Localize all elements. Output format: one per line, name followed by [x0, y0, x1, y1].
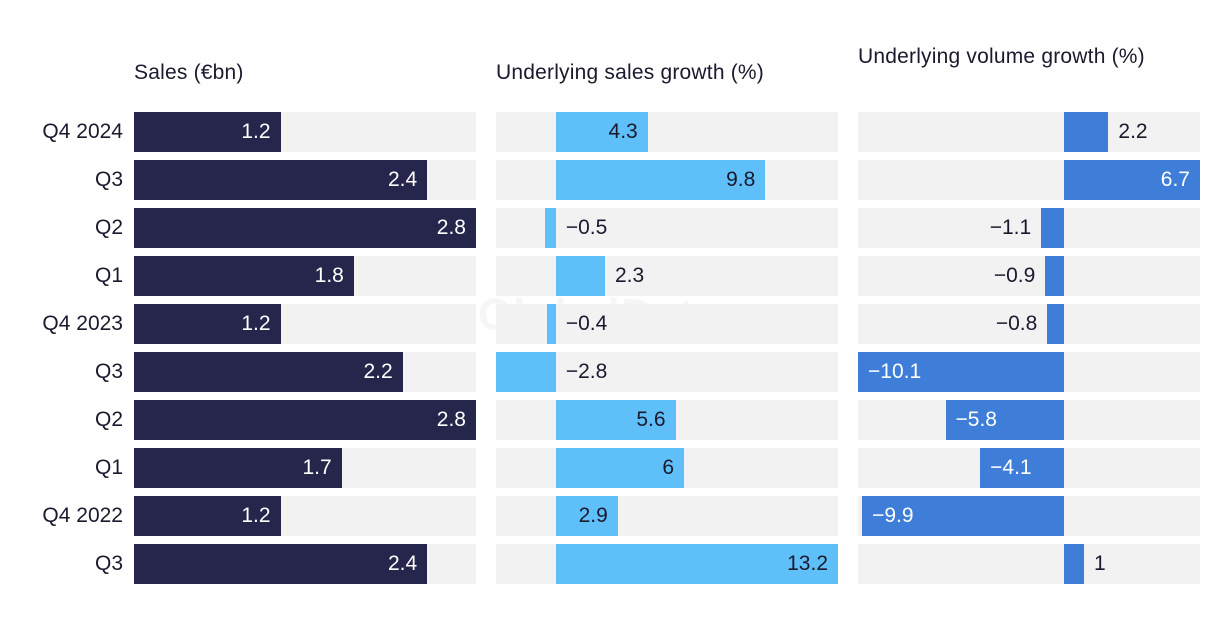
- sales-growth-value-label: 6: [662, 456, 675, 479]
- sales-bar: [134, 112, 281, 152]
- sales-bar: [134, 352, 403, 392]
- volume-growth-value-label: −1.1: [989, 216, 1032, 239]
- row-label: Q4 2024: [42, 120, 123, 143]
- sales-growth-value-label: −2.8: [565, 360, 608, 383]
- sales-growth-value-label: 2.3: [615, 264, 645, 287]
- sales-growth-bar: [555, 400, 676, 440]
- volume-growth-track: [858, 208, 1200, 248]
- volume-growth-value-label: −10.1: [868, 360, 922, 383]
- volume-growth-value-label: −0.8: [995, 312, 1038, 335]
- volume-growth-track: [858, 304, 1200, 344]
- volume-growth-value-label: 2.2: [1118, 120, 1148, 143]
- sales-growth-value-label: 9.8: [726, 168, 756, 191]
- volume-growth-value-label: −0.9: [993, 264, 1036, 287]
- volume-growth-bar: [1063, 544, 1084, 584]
- sales-bar: [134, 208, 476, 248]
- sales-value-label: 1.2: [241, 504, 271, 527]
- row-label: Q2: [94, 408, 123, 431]
- sales-bar: [134, 256, 354, 296]
- sales-growth-bar: [555, 160, 766, 200]
- sales-bar: [134, 400, 476, 440]
- sales-growth-bar: [545, 208, 556, 248]
- sales-growth-bar: [555, 544, 838, 584]
- volume-growth-value-label: −9.9: [872, 504, 914, 527]
- volume-growth-bar: [980, 448, 1064, 488]
- sales-bar: [134, 160, 428, 200]
- sales-growth-bar: [555, 496, 618, 536]
- sales-growth-value-label: −0.5: [565, 216, 608, 239]
- sales-growth-title: Underlying sales growth (%): [496, 61, 765, 84]
- sales-value-label: 1.7: [302, 456, 332, 479]
- volume-growth-bar: [862, 496, 1064, 536]
- sales-growth-bar: [555, 448, 685, 488]
- volume-growth-value-label: 1: [1093, 552, 1106, 575]
- sales-growth-value-label: 13.2: [787, 552, 828, 575]
- sales-growth-value-label: 5.6: [636, 408, 666, 431]
- sales-value-label: 2.2: [363, 360, 393, 383]
- row-label: Q2: [94, 216, 123, 239]
- sales-bar: [134, 448, 342, 488]
- sales-growth-bar: [555, 256, 605, 296]
- volume-growth-value-label: 6.7: [1160, 168, 1190, 191]
- sales-growth-bar: [555, 112, 648, 152]
- volume-growth-bar: [1045, 256, 1064, 296]
- row-label: Q4 2023: [42, 312, 123, 335]
- row-label: Q3: [94, 360, 123, 383]
- sales-value-label: 1.2: [241, 312, 271, 335]
- sales-growth-value-label: 2.9: [578, 504, 608, 527]
- sales-bar: [134, 544, 428, 584]
- volume-growth-title: Underlying volume growth (%): [858, 45, 1145, 68]
- sales-value-label: 1.8: [314, 264, 344, 287]
- row-label: Q1: [94, 456, 123, 479]
- volume-growth-bar: [1047, 304, 1064, 344]
- sales-growth-value-label: 4.3: [608, 120, 638, 143]
- row-label: Q4 2022: [42, 504, 123, 527]
- row-label: Q3: [94, 168, 123, 191]
- sales-growth-value-label: −0.4: [565, 312, 608, 335]
- volume-growth-track: [858, 256, 1200, 296]
- volume-growth-track: [858, 112, 1200, 152]
- volume-growth-bar: [945, 400, 1064, 440]
- row-label: Q1: [94, 264, 123, 287]
- sales-value-label: 2.8: [436, 408, 466, 431]
- sales-growth-bar: [496, 352, 556, 392]
- sales-growth-track: [496, 112, 838, 152]
- sales-title: Sales (€bn): [134, 61, 244, 84]
- volume-growth-track: [858, 544, 1200, 584]
- volume-growth-bar: [1063, 112, 1109, 152]
- sales-growth-bar: [547, 304, 556, 344]
- sales-value-label: 2.4: [387, 552, 418, 575]
- volume-growth-bar: [1041, 208, 1064, 248]
- volume-growth-value-label: −5.8: [955, 408, 997, 431]
- sales-value-label: 2.8: [436, 216, 466, 239]
- volume-growth-bar: [1063, 160, 1200, 200]
- sales-growth-track: [496, 256, 838, 296]
- row-label: Q3: [94, 552, 123, 575]
- volume-growth-bar: [858, 352, 1064, 392]
- sales-value-label: 2.4: [387, 168, 418, 191]
- sales-bar: [134, 496, 281, 536]
- volume-growth-value-label: −4.1: [990, 456, 1032, 479]
- sales-value-label: 1.2: [241, 120, 271, 143]
- sales-growth-track: [496, 496, 838, 536]
- sales-bar: [134, 304, 281, 344]
